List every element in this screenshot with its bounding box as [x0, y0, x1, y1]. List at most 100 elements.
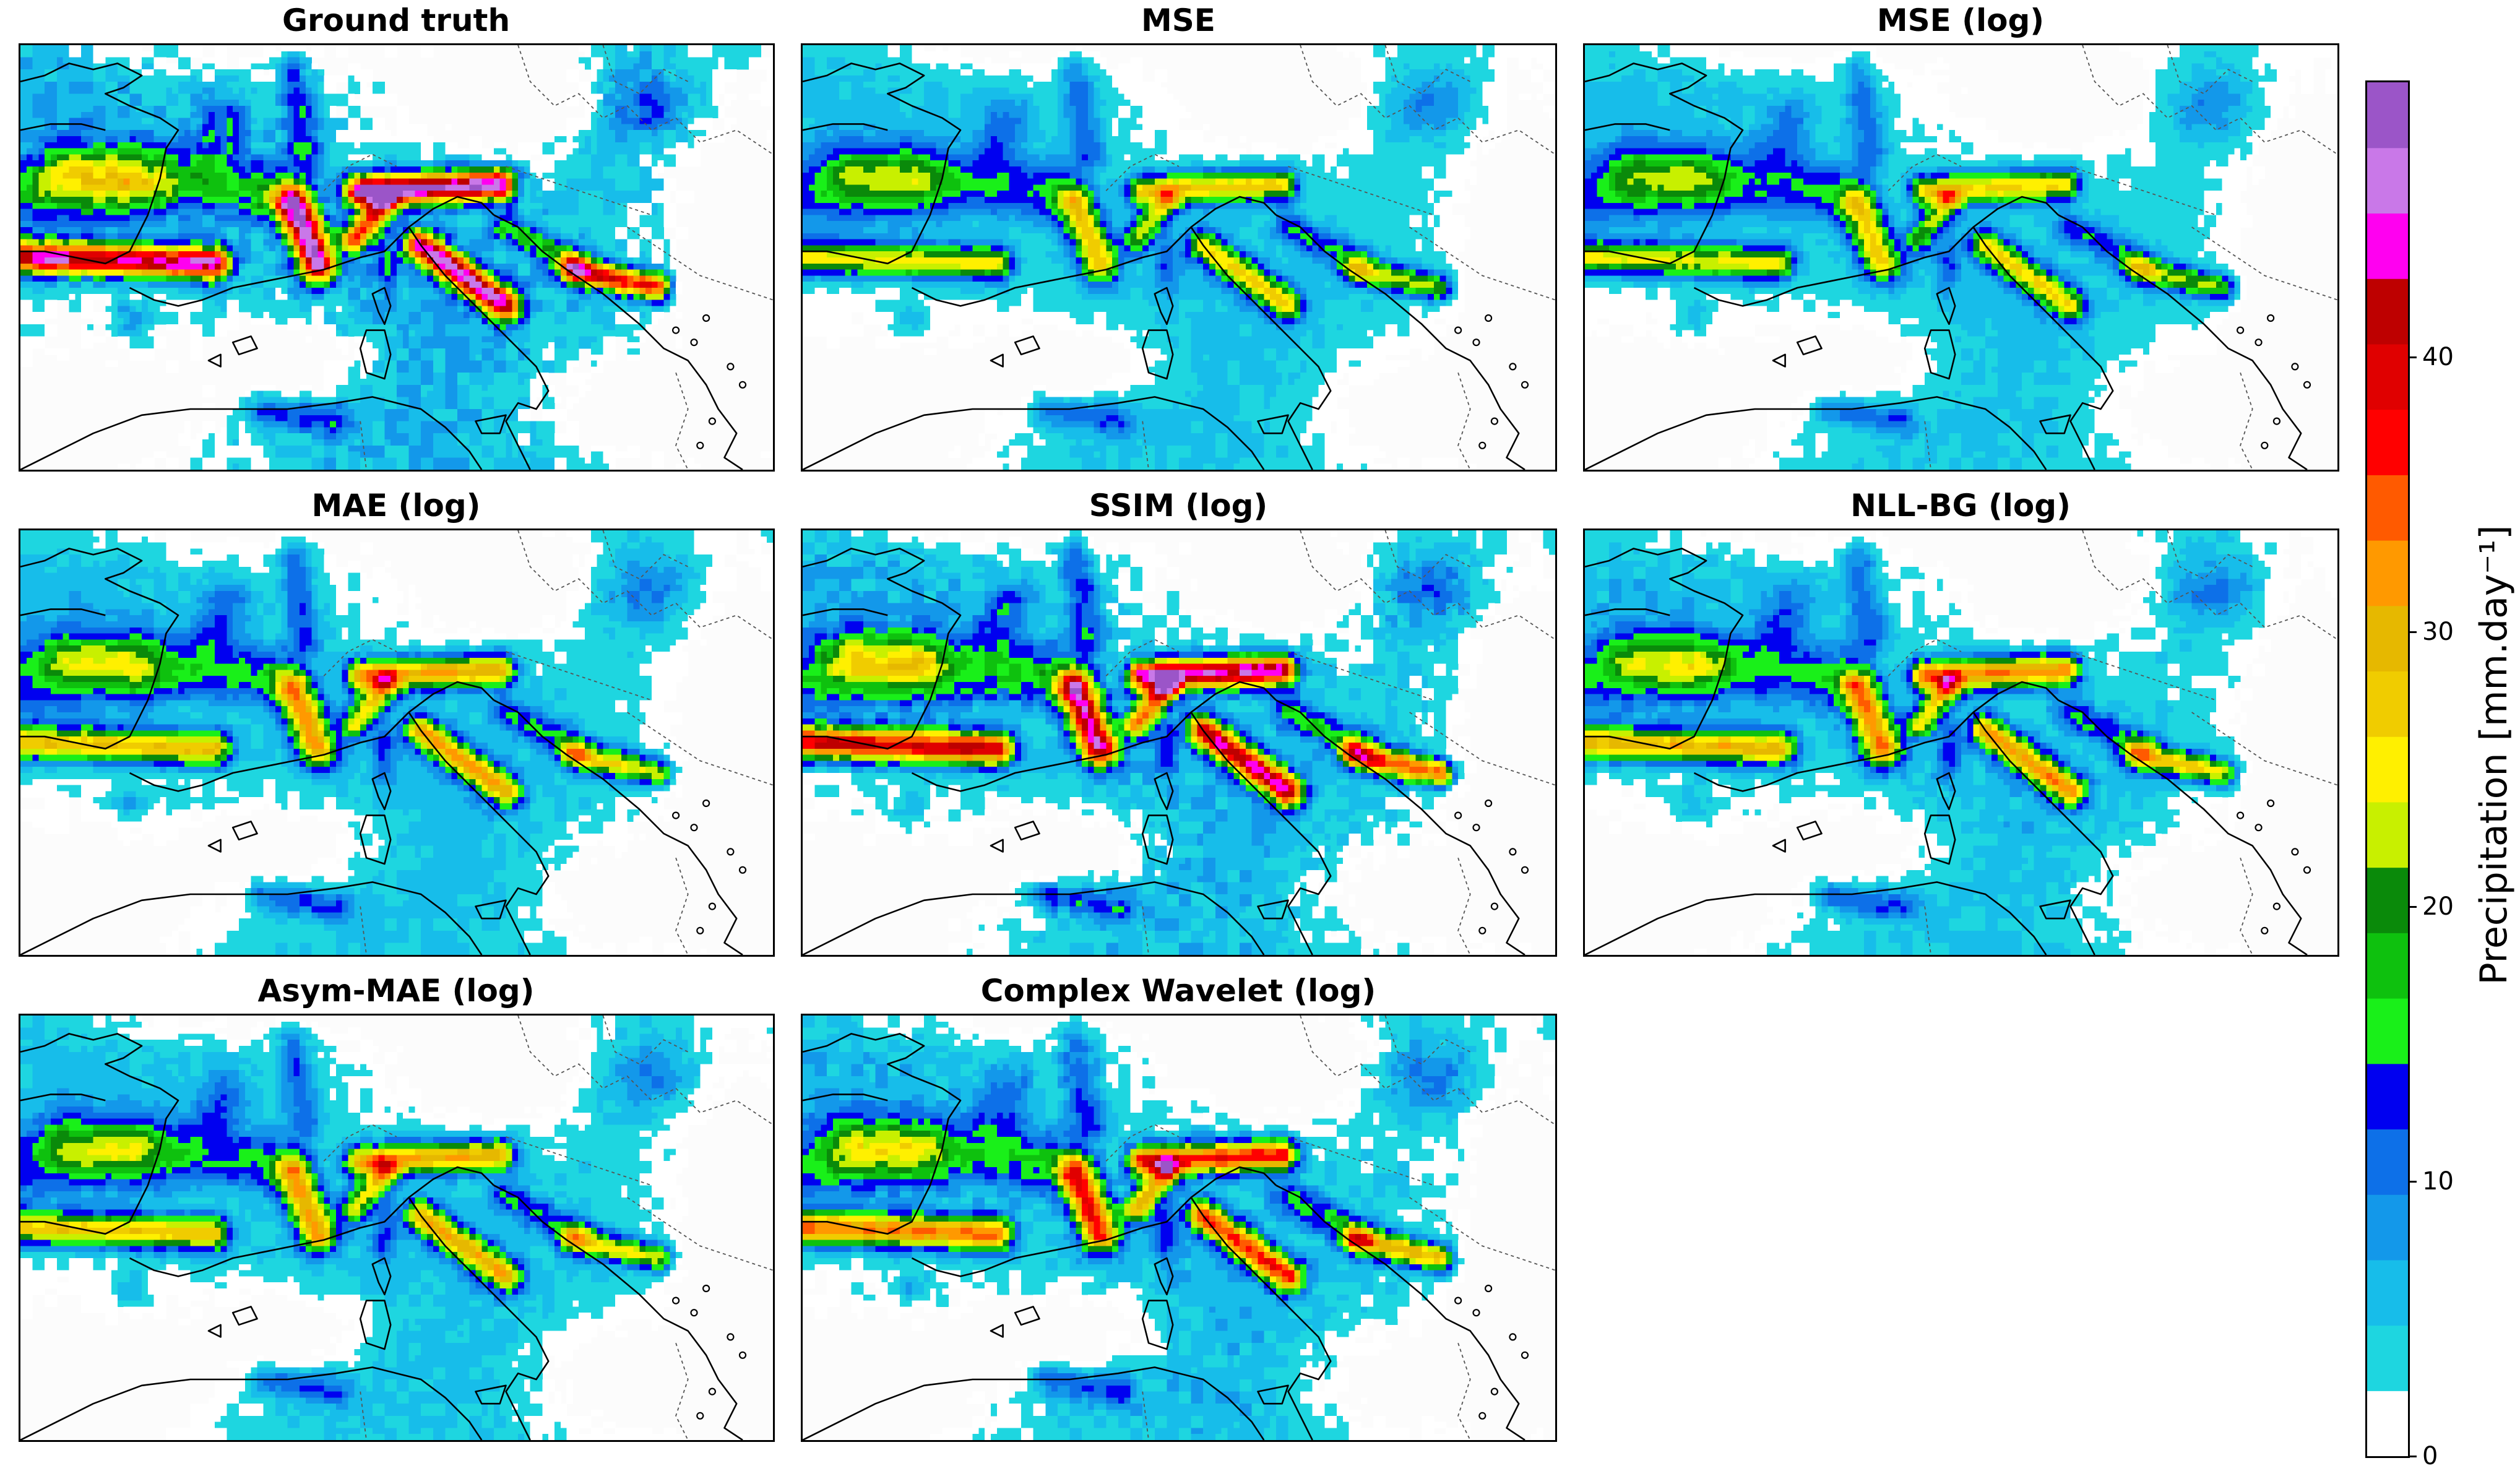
island: [207, 353, 222, 368]
precipitation-map: [19, 43, 775, 472]
border: [1300, 1016, 1555, 1126]
island: [1478, 1412, 1487, 1420]
coastline: [408, 196, 494, 228]
island: [690, 824, 698, 832]
island: [2236, 326, 2245, 334]
island: [1772, 353, 1786, 368]
border: [1142, 906, 1149, 955]
coastline: [20, 1033, 179, 1235]
island: [1257, 1384, 1289, 1405]
panel-title: MSE: [801, 0, 1556, 41]
colorbar-label: Precipitation [mm.day⁻¹]: [2472, 525, 2516, 985]
colorbar-segment: [2367, 213, 2408, 279]
island: [1509, 848, 1517, 856]
island: [475, 1384, 507, 1405]
colorbar-tick: [2408, 356, 2417, 358]
border: [1288, 1136, 1435, 1186]
border: [517, 45, 773, 155]
coastline: [1972, 196, 2059, 228]
island: [1454, 326, 1462, 334]
island: [2261, 926, 2269, 934]
coastline: [1972, 681, 2059, 714]
colorbar-segment: [2367, 1391, 2408, 1456]
precipitation-map: [1583, 528, 2339, 957]
island: [1454, 1296, 1462, 1305]
island: [1141, 814, 1174, 865]
colorbar-segment: [2367, 1259, 2408, 1326]
border: [2240, 372, 2253, 470]
colorbar-segment: [2367, 343, 2408, 410]
precipitation-map: [19, 528, 775, 957]
colorbar-segment: [2367, 867, 2408, 933]
border: [2167, 45, 2253, 95]
border: [2240, 857, 2253, 955]
colorbar-segment: [2367, 1129, 2408, 1195]
island: [1484, 314, 1493, 322]
island: [990, 839, 1004, 853]
border: [360, 421, 367, 470]
border: [1409, 226, 1555, 301]
colorbar-tick: [2408, 631, 2417, 633]
island: [2291, 363, 2299, 371]
island: [1478, 926, 1487, 934]
coastline: [1585, 63, 1744, 265]
island: [359, 329, 392, 380]
island: [1521, 1351, 1529, 1359]
island: [1484, 1284, 1493, 1293]
coastline: [1190, 196, 1277, 228]
coastline: [129, 1196, 550, 1440]
precipitation-map: [801, 1014, 1557, 1442]
island: [738, 866, 747, 874]
coastline: [20, 123, 106, 131]
colorbar-segment: [2367, 998, 2408, 1064]
border: [1888, 639, 1962, 676]
border: [323, 639, 397, 676]
island: [359, 1300, 392, 1350]
panel-title: Asym-MAE (log): [19, 970, 774, 1011]
colorbar-segment: [2367, 409, 2408, 475]
border: [1105, 639, 1180, 676]
island: [231, 335, 258, 356]
colorbar-segment: [2367, 801, 2408, 868]
border: [602, 530, 689, 580]
island: [371, 1257, 392, 1296]
border: [323, 1124, 397, 1162]
island: [231, 821, 258, 841]
island: [2255, 824, 2263, 832]
coastline: [1275, 214, 1525, 470]
colorbar-segment: [2367, 540, 2408, 606]
colorbar-segment: [2367, 1194, 2408, 1261]
border: [675, 1342, 689, 1440]
colorbar-tick: [2408, 1455, 2417, 1457]
island: [1014, 1306, 1040, 1326]
coastline: [911, 711, 1332, 955]
island: [1014, 821, 1040, 841]
island: [671, 811, 680, 819]
island: [690, 1309, 698, 1317]
island: [1472, 1309, 1480, 1317]
coastline: [20, 608, 106, 616]
island: [2291, 848, 2299, 856]
island: [2266, 799, 2275, 808]
colorbar-tick-label: 40: [2422, 345, 2454, 369]
island: [1796, 335, 1823, 356]
coastline: [20, 1094, 106, 1102]
border: [1457, 857, 1471, 955]
island: [990, 353, 1004, 368]
border: [2070, 166, 2217, 216]
island: [1141, 329, 1174, 380]
border: [1924, 906, 1931, 955]
island: [1936, 287, 1956, 326]
island: [1521, 381, 1529, 389]
border: [506, 1136, 652, 1186]
island: [1936, 772, 1956, 811]
island: [708, 902, 717, 910]
panel-title: Complex Wavelet (log): [801, 970, 1556, 1011]
island: [1257, 414, 1289, 434]
border: [1300, 530, 1555, 641]
border: [2082, 45, 2337, 155]
border: [675, 857, 689, 955]
coastline: [803, 881, 1265, 955]
precipitation-map: [801, 43, 1557, 472]
island: [1472, 824, 1480, 832]
